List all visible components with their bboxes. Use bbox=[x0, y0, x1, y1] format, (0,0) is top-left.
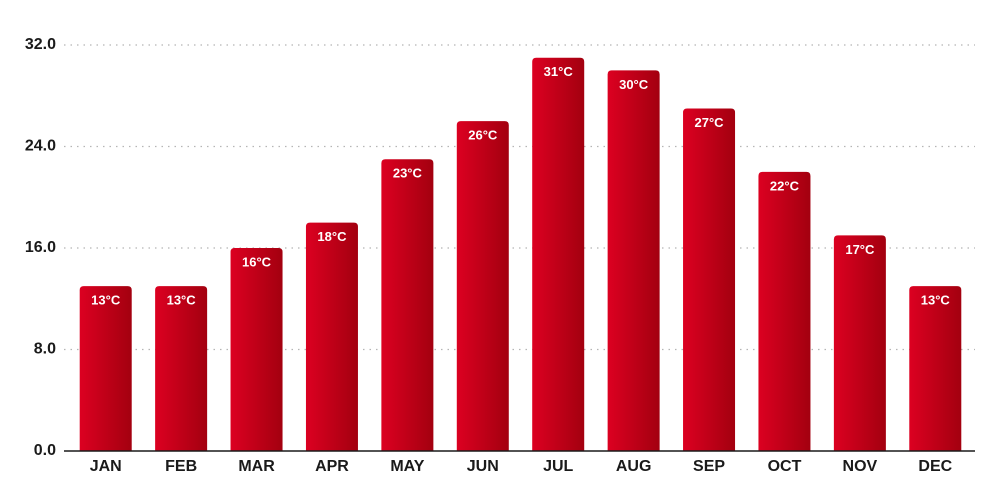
bar bbox=[532, 57, 585, 451]
y-tick-label: 32.0 bbox=[25, 36, 56, 53]
x-tick-label: AUG bbox=[616, 458, 652, 475]
x-tick-label: SEP bbox=[693, 458, 725, 475]
value-label: 23°C bbox=[393, 166, 423, 181]
bar bbox=[456, 121, 509, 451]
y-tick-label: 24.0 bbox=[25, 138, 56, 155]
y-tick-label: 8.0 bbox=[34, 341, 56, 358]
value-label: 18°C bbox=[317, 229, 347, 244]
bar bbox=[833, 235, 886, 451]
value-label: 27°C bbox=[695, 115, 725, 130]
value-label: 13°C bbox=[921, 293, 951, 308]
value-label: 16°C bbox=[242, 254, 272, 269]
x-tick-label: APR bbox=[315, 458, 349, 475]
x-tick-label: FEB bbox=[165, 458, 197, 475]
bar bbox=[155, 286, 208, 451]
bar bbox=[381, 159, 434, 451]
x-tick-label: DEC bbox=[918, 458, 952, 475]
bar bbox=[909, 286, 962, 451]
value-label: 22°C bbox=[770, 178, 800, 193]
x-tick-label: JAN bbox=[90, 458, 122, 475]
bar bbox=[758, 171, 811, 451]
bar bbox=[305, 222, 358, 451]
x-tick-label: MAR bbox=[238, 458, 275, 475]
x-tick-label: MAY bbox=[390, 458, 424, 475]
x-tick-label: OCT bbox=[768, 458, 802, 475]
x-tick-label: JUL bbox=[543, 458, 573, 475]
x-tick-label: NOV bbox=[843, 458, 878, 475]
y-tick-label: 0.0 bbox=[34, 442, 56, 459]
value-label: 13°C bbox=[91, 293, 121, 308]
bar bbox=[230, 248, 283, 451]
value-label: 17°C bbox=[845, 242, 875, 257]
value-label: 30°C bbox=[619, 77, 649, 92]
value-label: 31°C bbox=[544, 64, 574, 79]
bar bbox=[607, 70, 660, 451]
bar bbox=[683, 108, 736, 451]
value-label: 26°C bbox=[468, 128, 498, 143]
x-tick-label: JUN bbox=[467, 458, 499, 475]
y-tick-label: 16.0 bbox=[25, 239, 56, 256]
bar bbox=[79, 286, 132, 451]
value-label: 13°C bbox=[167, 293, 197, 308]
